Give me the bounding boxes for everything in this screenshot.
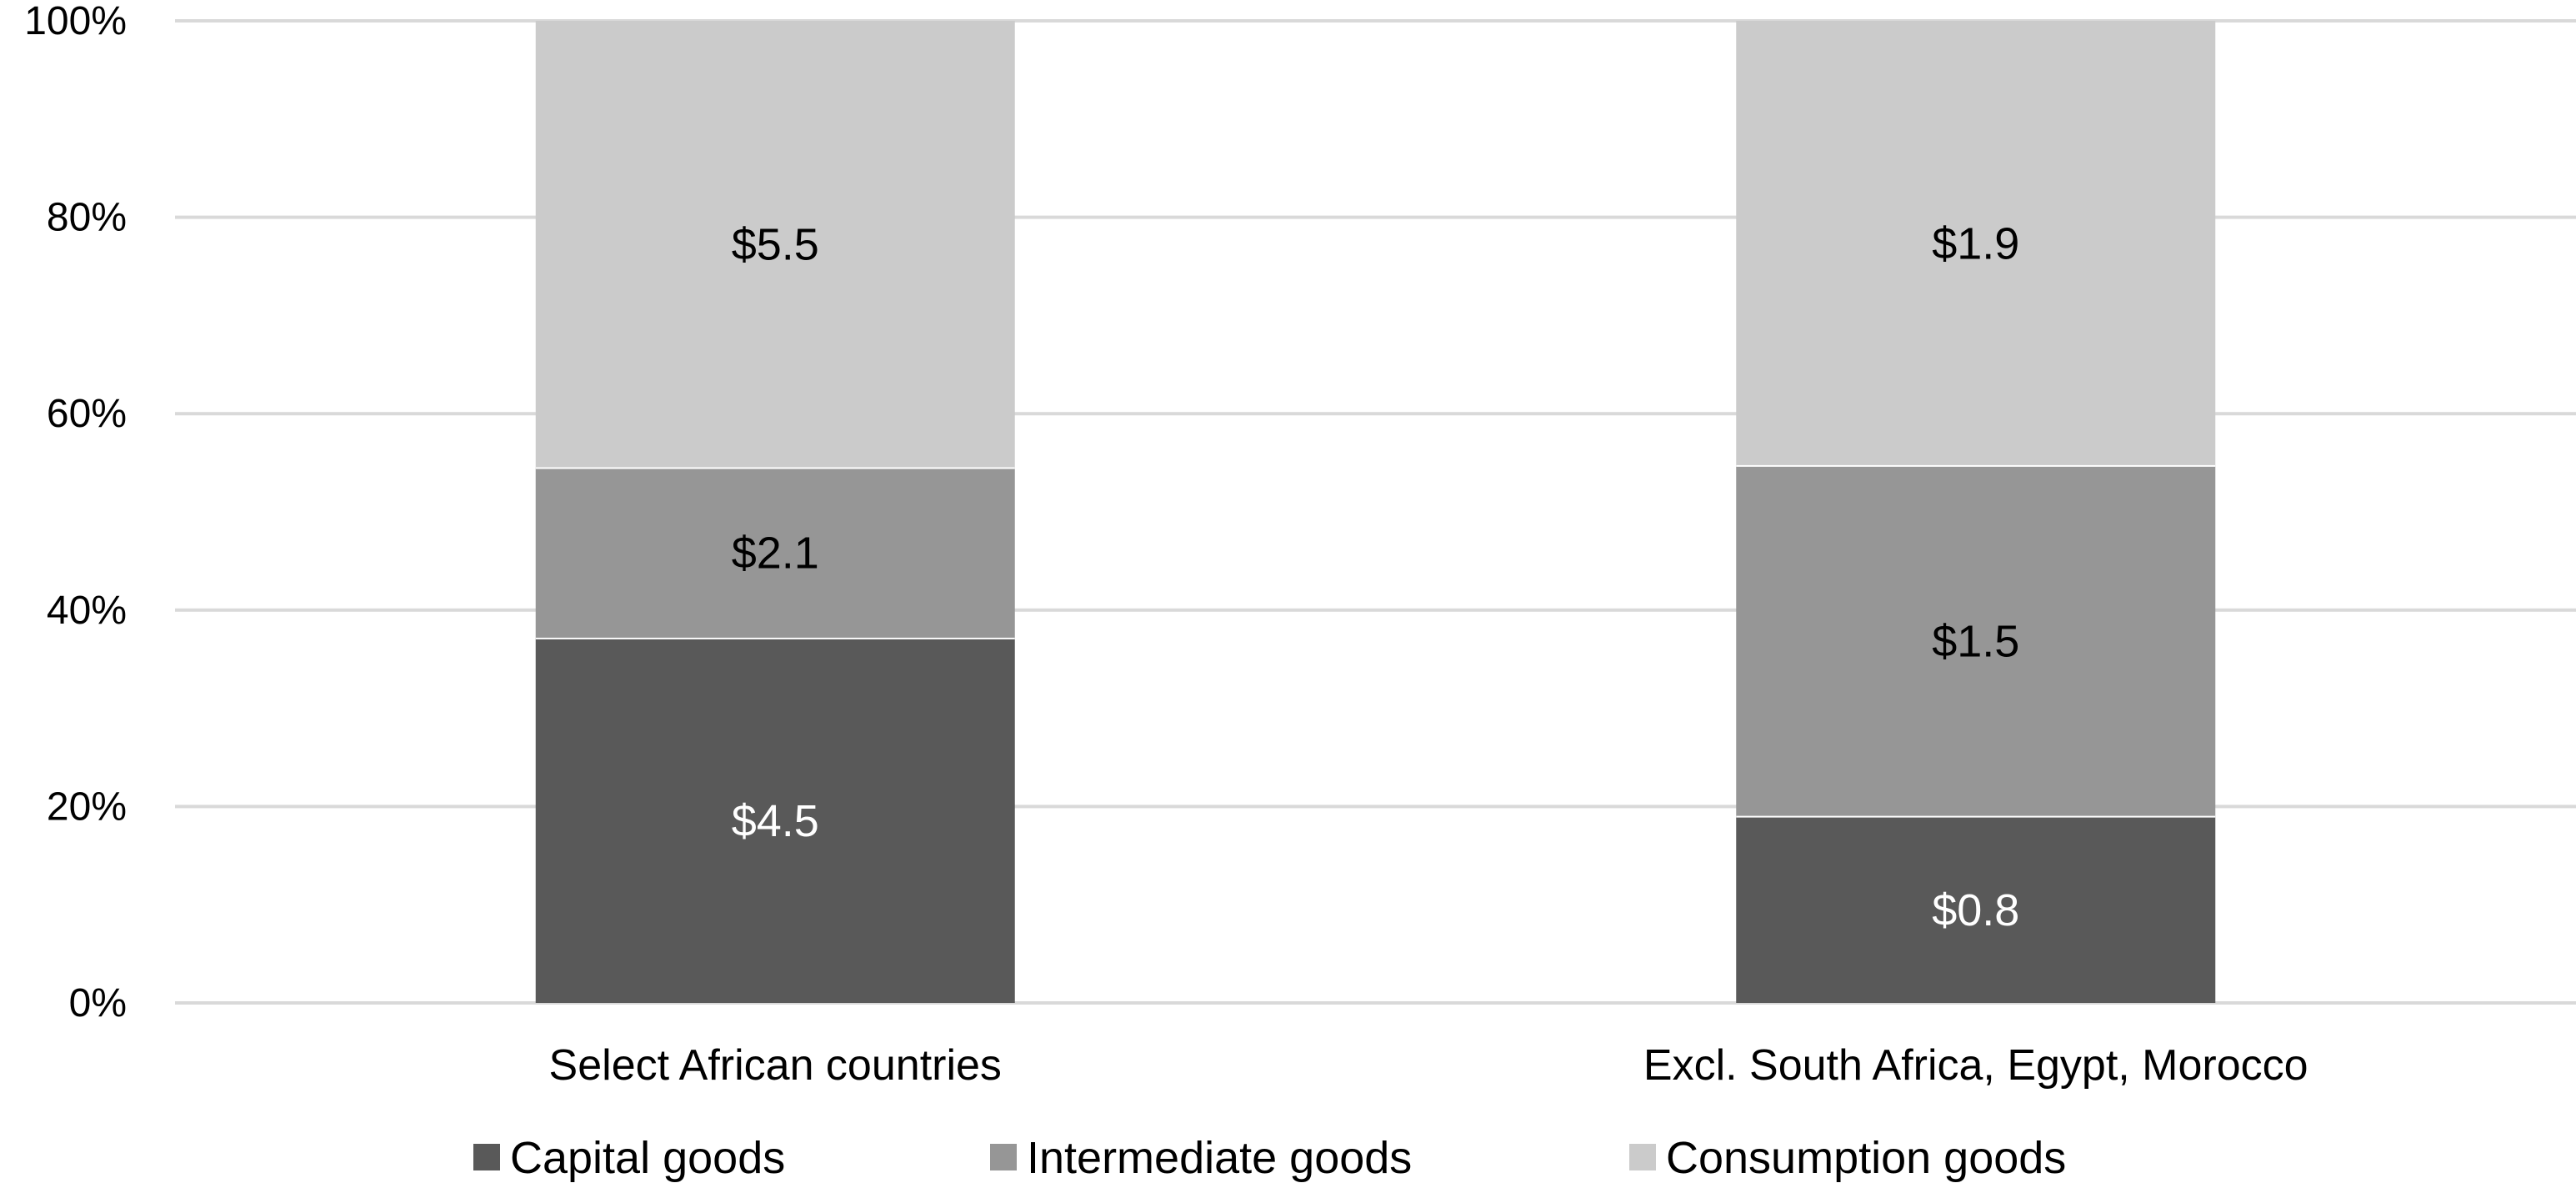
data-label: $1.5: [1932, 616, 2019, 666]
y-tick-label: 0%: [69, 981, 127, 1025]
y-tick-label: 40%: [47, 589, 127, 633]
bar-segment: [1736, 464, 2216, 816]
y-tick-label: 100%: [24, 0, 127, 43]
legend-label: Capital goods: [510, 1133, 785, 1183]
data-label: $2.1: [732, 529, 819, 579]
data-label: $4.5: [732, 796, 819, 846]
legend-label: Consumption goods: [1666, 1133, 2066, 1183]
bar-segment: [535, 467, 1015, 638]
data-label: $1.9: [1932, 218, 2019, 268]
y-axis: 0% 20% 40% 60% 80% 100%: [24, 0, 127, 1025]
y-tick-label: 60%: [47, 392, 127, 436]
x-axis: Select African countries Excl. South Afri…: [549, 1041, 2308, 1090]
bar-segment: [535, 637, 1015, 1003]
data-label: $0.8: [1932, 885, 2019, 935]
y-tick-label: 80%: [47, 196, 127, 240]
legend-swatch: [1629, 1144, 1656, 1170]
legend-swatch: [990, 1144, 1017, 1170]
legend-label: Intermediate goods: [1027, 1133, 1412, 1183]
bar-segment: [1736, 815, 2216, 1003]
legend-swatch: [473, 1144, 500, 1170]
y-tick-label: 20%: [47, 784, 127, 829]
gridlines: [175, 19, 2576, 1005]
legend: Capital goods Intermediate goods Consumpti…: [473, 1133, 2066, 1183]
bars: $4.5 $2.1 $5.5 $0.8 $1.5 $1.9: [535, 21, 2216, 1003]
category-label: Excl. South Africa, Egypt, Morocco: [1643, 1041, 2308, 1090]
data-label: $5.5: [732, 220, 819, 270]
bar-segment: [535, 21, 1015, 468]
category-label: Select African countries: [549, 1041, 1002, 1090]
bar-segment: [1736, 21, 2216, 465]
